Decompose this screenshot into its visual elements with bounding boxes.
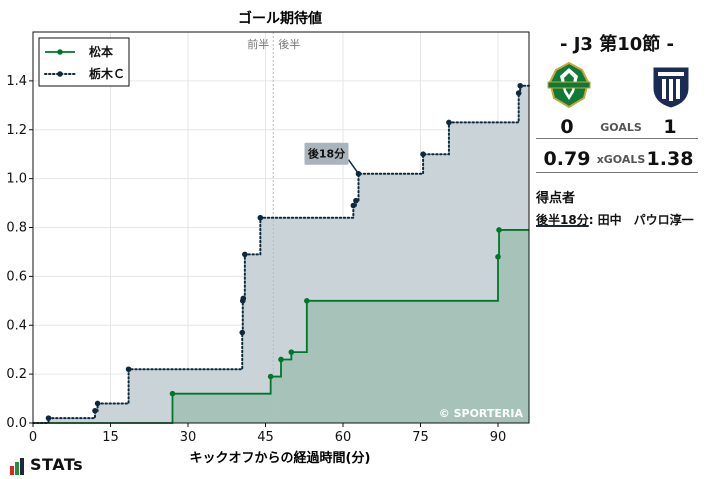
annotation: 後18分 <box>304 142 360 175</box>
scorer-name: : 田中 パウロ淳一 <box>588 213 694 227</box>
x-axis: 0 15 30 45 60 75 90 <box>29 423 506 445</box>
data-point <box>288 349 295 355</box>
x-axis-label: キックオフからの経過時間(分) <box>190 450 371 466</box>
legend-label: 栃木Ｃ <box>89 66 125 81</box>
match-summary-panel: - J3 第10節 - 0 GOALS 1 0.79 xGOALS 1.38 得… <box>536 0 707 479</box>
annotation-text: 後18分 <box>308 147 345 161</box>
goals-row: 0 GOALS 1 <box>536 116 698 142</box>
data-point <box>446 119 452 126</box>
data-point <box>496 227 502 233</box>
chart-title: ゴール期待値 <box>238 10 322 27</box>
away-xg: 1.38 <box>646 148 694 170</box>
divider <box>536 138 698 139</box>
y-tick-label: 1.0 <box>6 172 27 187</box>
y-tick-label: 0.2 <box>6 367 27 382</box>
xgoals-row: 0.79 xGOALS 1.38 <box>536 148 698 174</box>
x-tick-label: 45 <box>257 430 274 445</box>
legend-label: 松本 <box>89 44 113 59</box>
data-point <box>267 373 274 380</box>
match-title: - J3 第10節 - <box>559 34 674 55</box>
data-point <box>92 407 98 414</box>
matsumoto-crest-icon <box>547 61 591 109</box>
goals-label: GOALS <box>600 121 642 134</box>
data-point <box>350 202 357 209</box>
y-tick-label: 1.2 <box>6 123 27 138</box>
annotation-pointer <box>347 159 360 175</box>
x-tick-label: 0 <box>29 430 37 445</box>
watermark: © SPORTERIA <box>439 407 524 420</box>
x-tick-label: 30 <box>180 430 197 445</box>
annotation-box <box>304 142 349 165</box>
scorer-entry: 後半18分: 田中 パウロ淳一 <box>536 211 694 228</box>
data-point <box>94 400 101 407</box>
tochigi-city-crest-icon <box>653 67 689 108</box>
y-tick-label: 0.8 <box>6 221 27 236</box>
first-half-label: 前半 <box>247 37 269 51</box>
legend-marker <box>57 49 63 55</box>
data-point <box>495 254 501 260</box>
x-tick-label: 90 <box>490 430 507 445</box>
area-fill <box>33 229 529 423</box>
stats-wordmark: STATs <box>30 455 84 474</box>
x-tick-label: 60 <box>335 430 352 445</box>
data-point <box>515 90 522 96</box>
legend-marker <box>57 71 63 77</box>
y-axis: 0.0 0.2 0.4 0.6 0.8 1.0 1.2 1.4 <box>6 74 33 431</box>
data-point <box>420 151 426 157</box>
y-tick-label: 0.4 <box>6 318 27 333</box>
divider <box>536 172 698 173</box>
data-point <box>45 415 52 421</box>
xg-chart: ゴール期待値 前半 後半 後18分 © SPORTERIA 0 15 30 45 60 7… <box>6 10 530 466</box>
data-point <box>242 251 248 258</box>
data-point <box>517 82 524 89</box>
series-line <box>32 84 530 424</box>
home-goals: 0 <box>560 116 574 138</box>
data-point <box>169 390 176 397</box>
scorers-title: 得点者 <box>536 191 576 206</box>
data-point <box>239 329 246 336</box>
y-tick-label: 0.6 <box>6 269 27 284</box>
data-point <box>257 214 264 221</box>
y-tick-label: 0.0 <box>6 416 27 431</box>
x-tick-label: 75 <box>412 430 429 445</box>
series-points <box>45 82 524 421</box>
data-point <box>353 197 359 204</box>
away-goals: 1 <box>663 116 677 138</box>
data-point <box>278 356 284 363</box>
data-point <box>304 298 310 304</box>
second-half-label: 後半 <box>278 37 300 51</box>
xgoals-label: xGOALS <box>596 153 646 166</box>
area-fills <box>33 85 529 423</box>
scorer-time: 後半18分 <box>536 213 589 227</box>
legend-box <box>38 37 130 87</box>
data-point <box>125 366 132 373</box>
data-point <box>240 295 247 302</box>
home-xg: 0.79 <box>543 148 591 170</box>
x-tick-label: 15 <box>102 430 119 445</box>
y-tick-label: 1.4 <box>6 74 27 89</box>
